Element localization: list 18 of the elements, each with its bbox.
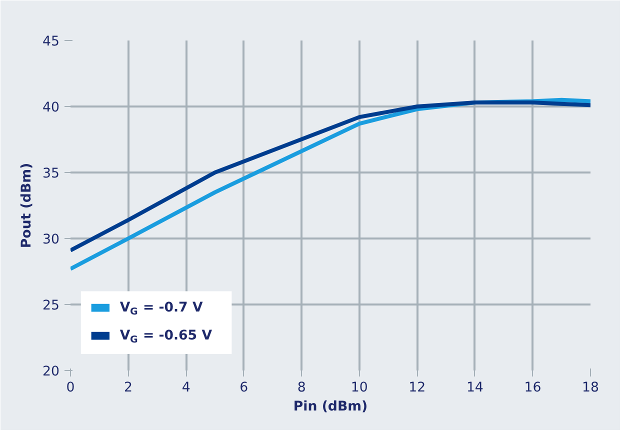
- y-axis-title: Pout (dBm): [20, 162, 35, 248]
- x-tick-label: 8: [297, 380, 306, 396]
- y-tick-label: 30: [42, 232, 60, 248]
- y-tick-label: 35: [42, 166, 60, 182]
- x-tick-label: 12: [408, 380, 426, 396]
- x-tick-label: 10: [350, 380, 368, 396]
- y-tick-label: 25: [42, 298, 60, 314]
- x-axis-title: Pin (dBm): [293, 400, 368, 414]
- y-tick-label: 40: [42, 100, 60, 116]
- x-tick-label: 2: [124, 380, 133, 396]
- x-tick-label: 4: [182, 380, 190, 396]
- y-tick-label: 20: [42, 364, 60, 380]
- y-tick-label: 45: [42, 34, 60, 50]
- x-tick-label: 14: [466, 380, 484, 396]
- x-tick-label: 18: [582, 380, 599, 396]
- x-tick-label: 6: [240, 380, 248, 396]
- x-tick-label: 16: [524, 380, 542, 396]
- x-tick-label: 0: [66, 380, 75, 396]
